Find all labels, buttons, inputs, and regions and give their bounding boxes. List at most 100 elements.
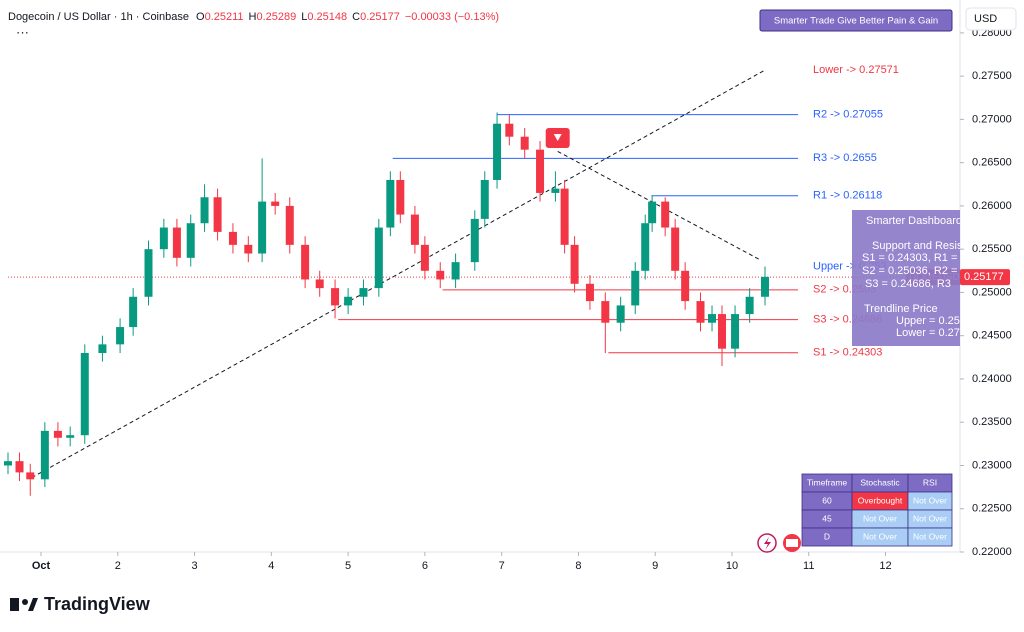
dashboard-line: S1 = 0.24303, R1 = 0 xyxy=(862,252,967,264)
icon-flag-glyph xyxy=(786,539,798,547)
candle-body xyxy=(244,244,253,254)
x-tick-label: 10 xyxy=(726,560,738,572)
promo-button[interactable] xyxy=(759,9,953,32)
y-tick-label: 0.22000 xyxy=(972,546,1012,558)
chart-title: Dogecoin / US Dollar · 1h · Coinbase xyxy=(8,11,189,23)
candle-body xyxy=(551,188,560,193)
dashboard-title: Smarter Dashboard xyxy=(866,215,962,227)
candle-body xyxy=(536,149,545,193)
candle-body xyxy=(601,301,610,323)
y-tick-label: 0.26500 xyxy=(972,157,1012,169)
candle-body xyxy=(616,305,625,323)
menu-dots[interactable]: ··· xyxy=(16,24,29,39)
candle-body xyxy=(228,231,237,245)
x-tick-label: 3 xyxy=(191,560,197,572)
level-label: R2 -> 0.27055 xyxy=(813,109,883,121)
brand-logo: TradingView xyxy=(10,594,151,614)
candle-body xyxy=(631,270,640,306)
y-tick-label: 0.22500 xyxy=(972,503,1012,515)
ohlc-key: O xyxy=(196,11,205,23)
candle-body xyxy=(315,279,324,289)
candle-body xyxy=(98,344,107,354)
candle-body xyxy=(4,461,12,466)
y-tick-label: 0.26000 xyxy=(972,200,1012,212)
table-cell-text: Stochastic xyxy=(860,477,900,487)
candle-body xyxy=(40,430,49,480)
signal-table: Timeframe Stochastic RSI 60 Overbought Not Ov… xyxy=(801,473,953,547)
candle-body xyxy=(480,179,489,219)
dashboard-line: Trendline Price xyxy=(864,303,938,315)
overlay: Dogecoin / US Dollar · 1h · Coinbase O0.… xyxy=(8,7,1017,614)
price-tag-label: 0.25177 xyxy=(964,271,1004,283)
currency-button[interactable] xyxy=(965,7,1017,31)
dashboard-line: Lower = 0.275 xyxy=(896,327,966,339)
ohlc-key: C xyxy=(352,11,360,23)
ohlc-key: H xyxy=(249,11,257,23)
candle-body xyxy=(271,201,280,206)
candle-body xyxy=(15,461,24,473)
dashboard-panel xyxy=(852,210,960,346)
x-tick-label: 9 xyxy=(652,560,658,572)
candle-body xyxy=(186,223,195,258)
candle-body xyxy=(53,430,62,438)
table-cell-text: 60 xyxy=(822,495,832,505)
candle-body xyxy=(648,201,657,224)
currency-label[interactable]: USD xyxy=(974,13,997,25)
table-cell-text: Timeframe xyxy=(807,477,848,487)
candle-body xyxy=(66,435,75,438)
promo-button-label[interactable]: Smarter Trade Give Better Pain & Gain xyxy=(774,16,938,27)
candle-body xyxy=(116,327,125,345)
dashboard-line: S2 = 0.25036, R2 = 0. xyxy=(862,265,970,277)
table-cell-text: RSI xyxy=(923,477,937,487)
x-tick-label: 6 xyxy=(422,560,428,572)
table-cell xyxy=(907,527,953,547)
y-tick-label: 0.25500 xyxy=(972,243,1012,255)
ohlc-key: L xyxy=(301,11,307,23)
x-tick-label: 7 xyxy=(499,560,505,572)
ohlc-value: 0.25211 xyxy=(205,11,244,23)
candle-body xyxy=(436,270,445,280)
y-tick-label: 0.25000 xyxy=(972,286,1012,298)
candle-body xyxy=(258,201,267,254)
candle-body xyxy=(641,223,650,271)
candle-body xyxy=(344,296,353,306)
candle-body xyxy=(301,244,310,280)
x-tick-label: 4 xyxy=(268,560,274,572)
ohlc-value: 0.25289 xyxy=(256,11,296,23)
table-cell-text: D xyxy=(824,531,830,541)
level-label: R1 -> 0.26118 xyxy=(813,190,882,202)
candle-body xyxy=(570,244,579,284)
ohlc-header: O0.25211 H0.25289 L0.25148 C0.25177 −0.00033… xyxy=(196,11,499,23)
candle-body xyxy=(285,205,294,245)
candle-body xyxy=(386,179,395,228)
table-cell-text: Overbought xyxy=(858,495,903,505)
table-cell-text: Not Over xyxy=(863,513,897,523)
y-tick-label: 0.27500 xyxy=(972,70,1012,82)
level-label: Lower -> 0.27571 xyxy=(813,64,899,76)
candle-body xyxy=(213,197,222,232)
candle-body xyxy=(144,249,153,297)
brand-name: TradingView xyxy=(44,594,151,614)
dashboard-line: Upper = 0.25 xyxy=(896,315,960,327)
candle-body xyxy=(470,218,479,263)
ohlc-value: 0.25177 xyxy=(360,11,400,23)
table-cell-text: Not Over xyxy=(913,495,947,505)
signal-marker-icon xyxy=(553,134,562,141)
candle-body xyxy=(374,227,383,289)
candle-body xyxy=(159,227,168,250)
candle-body xyxy=(172,227,181,258)
candle-body xyxy=(200,197,209,224)
candle-body xyxy=(585,283,594,302)
candle-body xyxy=(505,123,514,137)
y-tick-label: 0.27000 xyxy=(972,113,1012,125)
x-tick-label: 2 xyxy=(115,560,121,572)
candle-body xyxy=(410,214,419,245)
trendline xyxy=(557,150,760,261)
candle-body xyxy=(745,296,754,315)
candle-body xyxy=(718,314,726,349)
candle-body xyxy=(708,314,717,323)
candle-body xyxy=(451,262,460,280)
candle-body xyxy=(681,270,690,302)
logo-mark xyxy=(10,598,19,611)
